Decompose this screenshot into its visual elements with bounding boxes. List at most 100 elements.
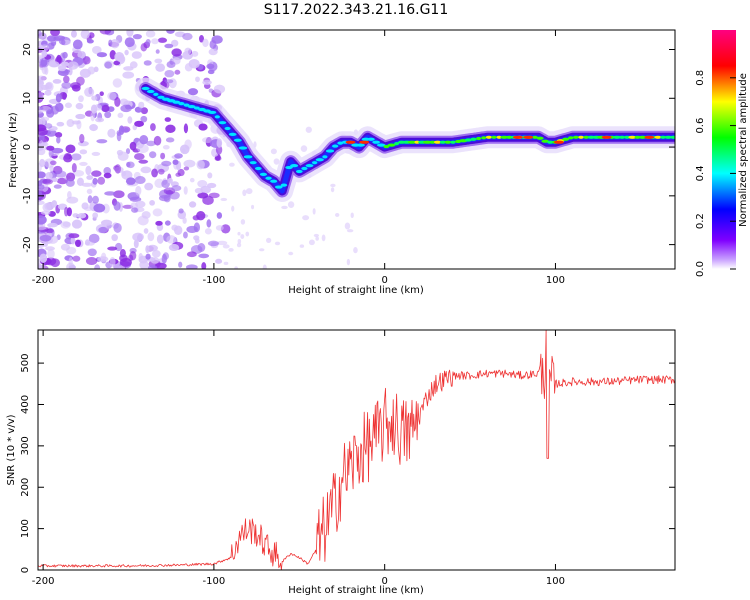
colorbar-tick-label: 0.4: [695, 165, 706, 181]
spectrogram-noise-blob: [45, 171, 53, 181]
spectrogram-noise-blob: [92, 177, 98, 185]
spectrogram-noise-blob: [164, 43, 174, 49]
spectrogram-noise-blob: [53, 184, 62, 189]
spectrogram-noise-blob: [198, 123, 208, 131]
spectrogram-noise-blob: [71, 219, 83, 229]
spectrogram-noise-blob: [129, 196, 142, 202]
spectrogram-hotspot: [259, 172, 268, 176]
spectrogram-noise-blob: [113, 190, 125, 199]
spectrogram-noise-blob: [131, 207, 139, 213]
spectrogram-noise-blob: [46, 145, 55, 151]
colorbar-label: Normalized spectral amplitude: [738, 73, 749, 227]
spectrogram-noise-blob: [45, 82, 53, 90]
spectrogram-noise-blob: [38, 32, 47, 40]
snr-line-layer: [38, 330, 675, 570]
spectrogram-noise-blob: [182, 32, 193, 41]
spectrogram-peak: [345, 140, 356, 144]
spectrogram-noise-blob: [344, 222, 351, 230]
spectrogram-noise-blob: [101, 104, 110, 113]
spectrogram-noise-blob: [92, 212, 99, 219]
spectrogram-noise-blob: [152, 208, 163, 217]
spectrogram-noise-blob: [112, 78, 123, 88]
spectrogram-hotspot: [183, 103, 190, 107]
spectrogram-noise-blob: [186, 251, 197, 258]
spectrogram-noise-blob: [213, 84, 226, 94]
snr-frame: [37, 329, 676, 571]
top-y-tick-label: -10: [22, 188, 33, 204]
spectrogram-noise-blob: [156, 234, 164, 244]
spectrogram-noise-blob: [150, 123, 156, 131]
spectrogram-noise-blob: [145, 39, 151, 45]
spectrogram-noise-blob: [79, 133, 85, 144]
spectrogram-noise-blob: [91, 95, 98, 101]
spectrogram-hotspot: [505, 135, 513, 139]
spectrogram-noise-blob: [38, 200, 45, 206]
spectrogram-hotspot: [628, 135, 637, 139]
spectrogram-noise-blob: [220, 197, 228, 202]
spectrogram-hotspot: [274, 185, 283, 189]
spectrogram-noise-blob: [78, 95, 84, 103]
spectrogram-hotspot: [178, 102, 185, 106]
spectrogram-noise-blob: [85, 165, 92, 176]
spectrogram-noise-blob: [165, 124, 176, 134]
spectrogram-noise-blob: [85, 257, 98, 266]
spectrogram-noise-blob: [76, 76, 85, 86]
spectrogram-noise-blob: [107, 128, 116, 138]
spectrogram-noise-blob: [68, 233, 80, 239]
top-y-tick-label: 20: [22, 43, 33, 56]
spectrogram-noise-blob: [168, 243, 180, 252]
spectrogram-noise-blob: [139, 134, 149, 145]
spectrogram-noise-blob: [155, 63, 166, 72]
spectrogram-noise-blob: [41, 50, 48, 58]
spectrogram-noise-blob: [281, 205, 288, 210]
bottom-y-axis-label: SNR (10 * v/v): [6, 414, 17, 485]
spectrogram-noise-blob: [39, 57, 50, 68]
spectrogram-noise-blob: [124, 37, 135, 48]
spectrogram-hotspot: [670, 135, 675, 139]
spectrogram-noise-blob: [68, 257, 73, 267]
spectrogram-noise-blob: [171, 48, 182, 57]
spectrogram-noise-blob: [60, 221, 71, 229]
spectrogram-hotspot: [583, 135, 590, 139]
spectrogram-noise-blob: [164, 117, 172, 122]
spectrogram-noise-blob: [191, 50, 199, 57]
spectrogram-hotspot: [464, 138, 472, 142]
spectrogram-noise-blob: [74, 239, 82, 248]
spectrogram-noise-blob: [183, 231, 188, 239]
spectrogram-hotspot: [619, 135, 625, 139]
snr-panel: -200 -100 0 100 0 100 200 300 400 500 Height of …: [6, 329, 676, 596]
spectrogram-hotspot: [214, 115, 220, 119]
spectrogram-noise-blob: [91, 170, 102, 177]
spectrogram-hotspot: [312, 161, 318, 165]
spectrogram-noise-blob: [164, 79, 174, 84]
spectrogram-peak: [512, 135, 523, 139]
spectrogram-noise-blob: [216, 138, 223, 148]
spectrogram-noise-blob: [118, 125, 125, 135]
spectrogram-hotspot: [433, 140, 442, 144]
spectrogram-noise-blob: [75, 113, 86, 120]
spectrogram-noise-blob: [245, 188, 253, 195]
spectrogram-noise-blob: [76, 177, 84, 186]
spectrogram-hotspot: [383, 144, 390, 149]
spectrogram-noise-blob: [172, 159, 179, 165]
spectrogram-noise-blob: [145, 245, 150, 254]
spectrogram-noise-blob: [259, 248, 265, 252]
spectrogram-noise-blob: [274, 241, 281, 246]
spectrogram-noise-blob: [71, 84, 81, 92]
spectrogram-hotspot: [254, 166, 262, 171]
spectrogram-noise-blob: [100, 219, 113, 226]
spectrogram-noise-blob: [87, 195, 93, 204]
top-x-tick-label: -100: [203, 275, 226, 286]
spectrogram-noise-blob: [208, 48, 218, 56]
spectrogram-noise-blob: [132, 232, 144, 242]
spectrogram-noise-blob: [178, 261, 183, 268]
spectrogram-noise-blob: [149, 151, 157, 159]
spectrogram-noise-blob: [196, 210, 206, 221]
bottom-y-ticks: 0 100 200 300 400 500: [20, 354, 675, 573]
spectrogram-noise-blob: [197, 243, 206, 252]
spectrogram-noise-blob: [125, 148, 131, 155]
spectrogram-noise-blob: [79, 149, 88, 155]
spectrogram-noise-blob: [130, 202, 138, 209]
spectrogram-noise-blob: [300, 145, 308, 153]
spectrogram-noise-blob: [184, 139, 192, 150]
